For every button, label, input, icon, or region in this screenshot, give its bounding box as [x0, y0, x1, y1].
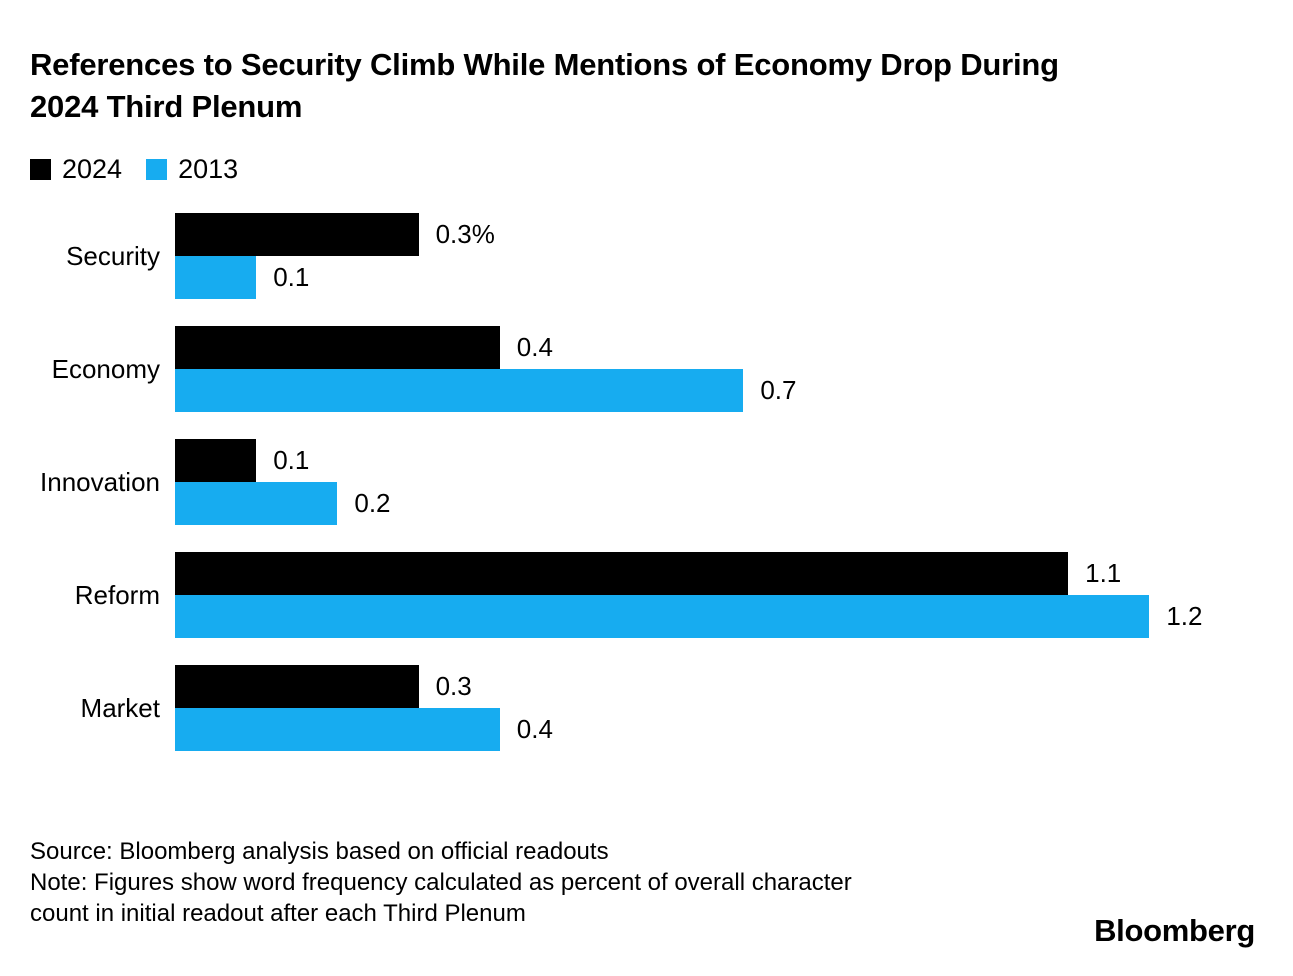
bar-group: 0.3 0.4	[175, 665, 1263, 752]
bar-group: 1.1 1.2	[175, 552, 1263, 639]
chart-row: Market 0.3 0.4	[30, 665, 1263, 752]
note-text: Note: Figures show word frequency calcul…	[30, 869, 852, 927]
category-label: Economy	[51, 353, 160, 384]
bar-group: 0.4 0.7	[175, 326, 1263, 413]
category-label: Market	[80, 692, 160, 723]
value-label: 0.4	[516, 714, 553, 745]
bar-chart: Security 0.3% 0.1 Economy 0.4 0.7 Innovation 0.…	[30, 213, 1263, 752]
footer: Source: Bloomberg analysis based on offi…	[30, 837, 1020, 929]
legend-label-2024: 2024	[62, 153, 123, 184]
bar-2013	[175, 482, 338, 526]
chart-row: Security 0.3% 0.1	[30, 213, 1263, 300]
chart-row: Economy 0.4 0.7	[30, 326, 1263, 413]
bar-line: 0.1	[175, 439, 1263, 483]
bar-line: 0.1	[175, 256, 1263, 300]
chart-row: Reform 1.1 1.2	[30, 552, 1263, 639]
bar-line: 0.3%	[175, 213, 1263, 257]
bar-2024	[175, 665, 419, 709]
legend-swatch-2013-icon	[146, 158, 168, 180]
source-text: Source: Bloomberg analysis based on offi…	[30, 838, 609, 866]
bar-2013	[175, 256, 257, 300]
category-label: Innovation	[40, 466, 160, 497]
value-label: 0.1	[273, 445, 310, 476]
bar-2024	[175, 213, 419, 257]
bar-line: 0.7	[175, 369, 1263, 413]
value-label: 0.1	[273, 262, 310, 293]
legend-swatch-2024-icon	[30, 158, 51, 180]
bar-line: 0.4	[175, 326, 1263, 370]
legend-label-2013: 2013	[178, 153, 239, 184]
value-label: 1.1	[1085, 558, 1122, 589]
bar-line: 0.4	[175, 708, 1263, 752]
chart-title: References to Security Climb While Menti…	[30, 47, 1059, 125]
bar-group: 0.1 0.2	[175, 439, 1263, 526]
bar-group: 0.3% 0.1	[175, 213, 1263, 300]
value-label: 0.7	[760, 375, 797, 406]
legend: 2024 2013	[30, 154, 1263, 184]
chart-row: Innovation 0.1 0.2	[30, 439, 1263, 526]
value-label: 0.3	[435, 671, 472, 702]
legend-item-2024: 2024	[30, 154, 122, 185]
bar-2024	[175, 552, 1069, 596]
value-label: 0.4	[516, 332, 553, 363]
bar-line: 1.1	[175, 552, 1263, 596]
category-label: Reform	[74, 579, 160, 610]
bar-2013	[175, 369, 744, 413]
bar-2024	[175, 326, 500, 370]
bar-line: 0.3	[175, 665, 1263, 709]
value-label: 0.3%	[435, 219, 495, 250]
bar-2024	[175, 439, 257, 483]
category-label: Security	[66, 240, 160, 271]
bar-line: 1.2	[175, 595, 1263, 639]
bloomberg-logo: Bloomberg	[1094, 913, 1255, 948]
legend-item-2013: 2013	[146, 154, 238, 185]
value-label: 0.2	[354, 488, 391, 519]
bar-line: 0.2	[175, 482, 1263, 526]
bar-2013	[175, 708, 500, 752]
bar-2013	[175, 595, 1150, 639]
value-label: 1.2	[1166, 601, 1203, 632]
